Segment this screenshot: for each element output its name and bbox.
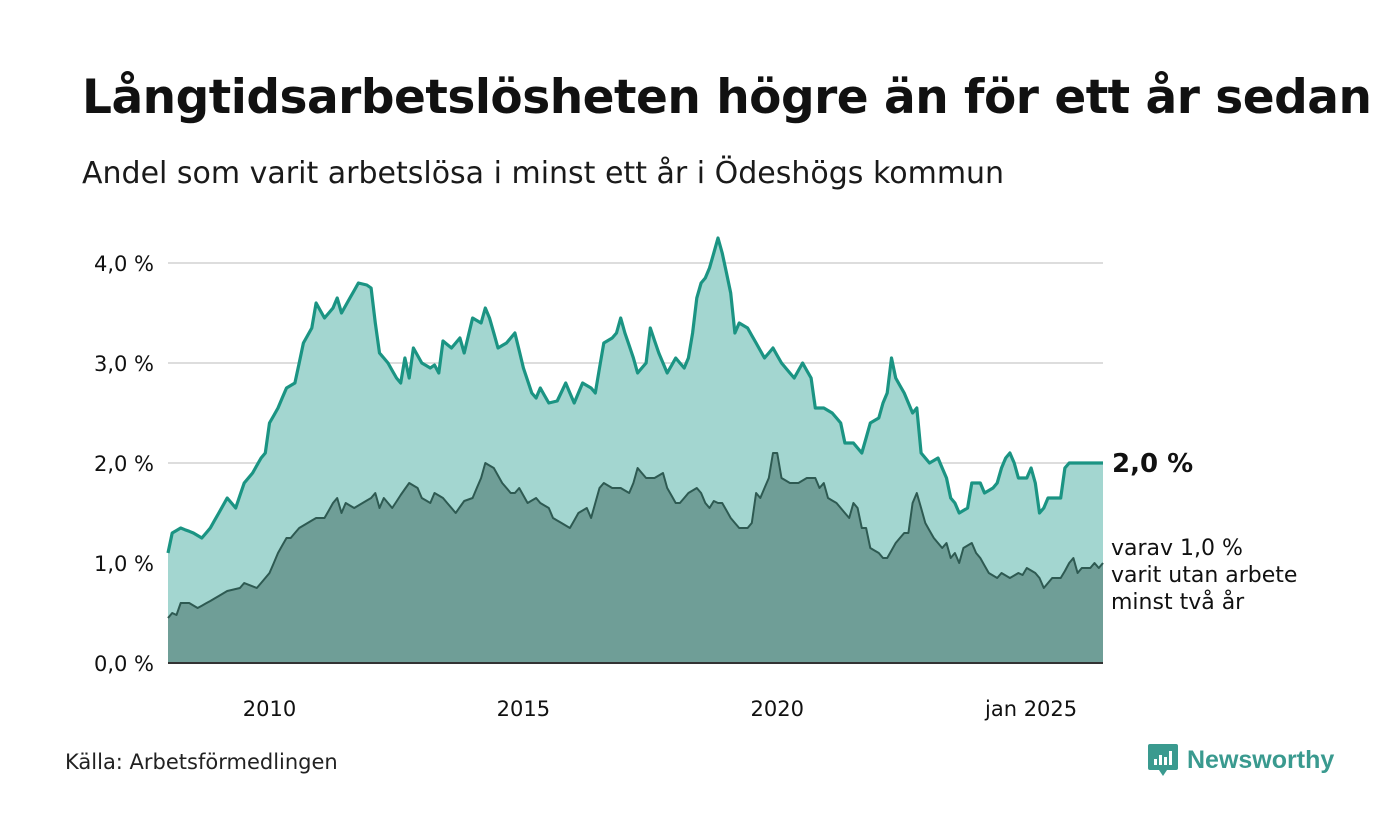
chart-subtitle: Andel som varit arbetslösa i minst ett å…: [82, 156, 1005, 191]
end-label-secondary: minst två år: [1111, 589, 1245, 615]
end-label-secondary: varit utan arbete: [1111, 563, 1297, 588]
long-term-unemployment-line: [166, 236, 1103, 554]
y-tick-label: 4,0 %: [94, 252, 154, 276]
chart-areas: [166, 236, 1104, 664]
two-year-unemployment-area: [168, 453, 1103, 663]
y-axis-ticks: 0,0 % 1,0 % 2,0 % 3,0 % 4,0 %: [94, 252, 154, 676]
x-tick-label: 2020: [751, 697, 804, 721]
chart-title: Långtidsarbetslösheten högre än för ett …: [82, 70, 1372, 125]
end-label-primary: 2,0 %: [1112, 449, 1193, 479]
brand-name: Newsworthy: [1187, 745, 1335, 774]
end-label-secondary: varav 1,0 %: [1111, 536, 1243, 561]
newsworthy-logo-icon: [1148, 744, 1178, 776]
y-tick-label: 1,0 %: [94, 552, 154, 576]
y-tick-label: 3,0 %: [94, 352, 154, 376]
x-tick-label: 2015: [497, 697, 550, 721]
y-tick-label: 2,0 %: [94, 452, 154, 476]
x-axis-ticks: 2010 2015 2020 jan 2025: [243, 697, 1077, 721]
x-tick-label: jan 2025: [984, 697, 1077, 721]
y-tick-label: 0,0 %: [94, 652, 154, 676]
two-year-unemployment-line: [167, 452, 1104, 619]
x-tick-label: 2010: [243, 697, 296, 721]
brand-logo: Newsworthy: [1147, 742, 1334, 778]
source-note: Källa: Arbetsförmedlingen: [65, 750, 338, 774]
